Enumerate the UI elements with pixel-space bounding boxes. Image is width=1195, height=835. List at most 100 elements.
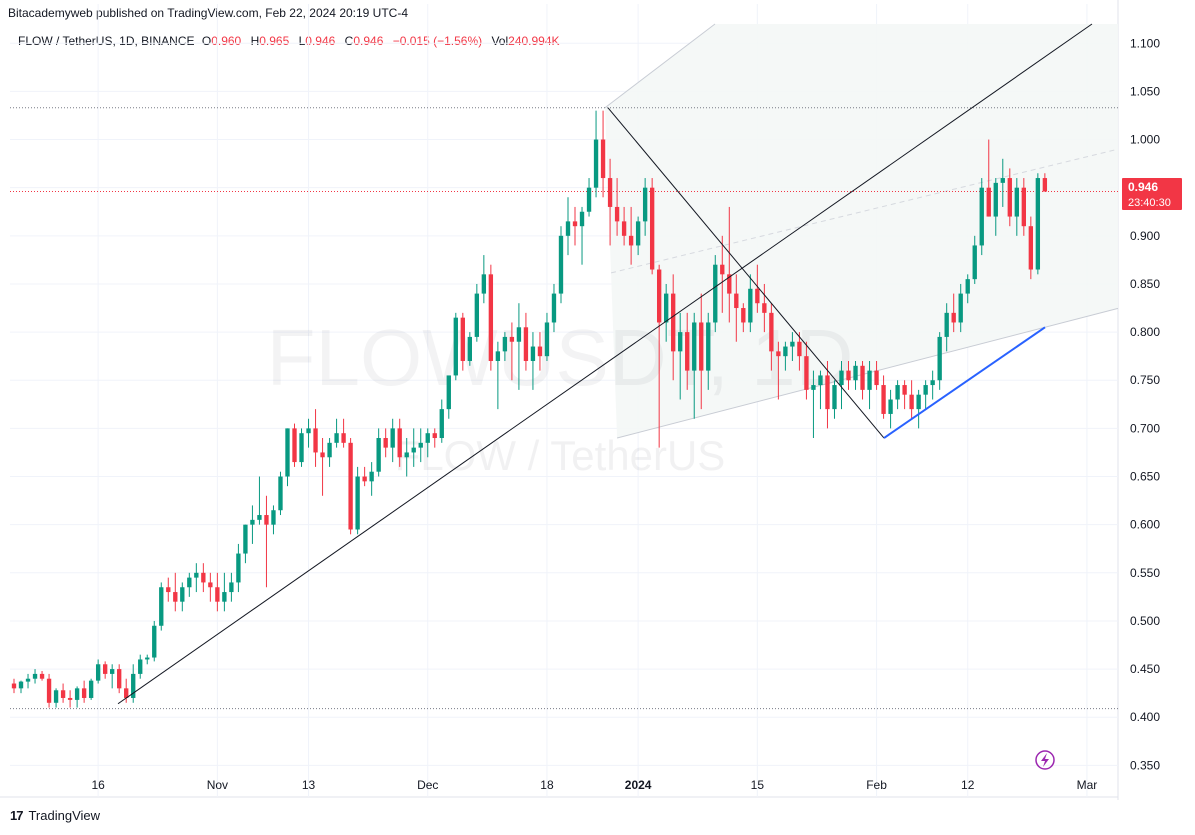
candle-body [1021, 187, 1026, 227]
candles [11, 110, 1048, 708]
candle-body [783, 346, 788, 357]
candle-body [797, 341, 802, 357]
candle-body [720, 264, 725, 275]
candle-body [488, 274, 494, 361]
candle-body [804, 356, 809, 390]
candle-body [558, 235, 564, 294]
candle-body [348, 442, 353, 530]
candle-body [607, 178, 613, 207]
candle-body [32, 673, 38, 679]
close-value: 0.946 [353, 34, 384, 48]
candle-body [145, 657, 150, 660]
candle-body [39, 673, 45, 679]
candle-body [124, 688, 129, 698]
descending-trendline [607, 107, 885, 439]
high-value: 0.965 [259, 34, 290, 48]
candle-body [839, 370, 844, 386]
candle-body [243, 524, 248, 554]
candle-body [95, 664, 101, 681]
candle-body [201, 572, 206, 583]
price-axis: 0.350 0.400 0.450 0.500 0.550 0.600 0.650 0.700… [1130, 36, 1160, 772]
candle-body [986, 187, 991, 217]
candle-body [678, 332, 683, 352]
drawn-trendlines [117, 23, 1093, 705]
candle-body [502, 336, 508, 352]
candle-body [257, 515, 262, 520]
candle-body [397, 428, 402, 458]
candle-body [706, 322, 711, 371]
channel-fill [605, 24, 1118, 439]
candle-body [965, 279, 970, 294]
candle-body [229, 582, 234, 593]
candle-body [292, 428, 297, 463]
candle-body [565, 221, 571, 236]
publisher-line: Bitacademyweb published on TradingView.c… [8, 6, 409, 20]
candle-body [586, 187, 592, 212]
candle-body [930, 380, 935, 386]
candle-body [853, 365, 858, 381]
candle-body [390, 428, 395, 448]
candle-body [236, 553, 241, 583]
price-tick-label: 0.900 [1130, 229, 1160, 243]
candle-body [656, 269, 662, 323]
candle-body [446, 375, 451, 410]
candle-body [818, 375, 823, 386]
candle-body [1014, 187, 1019, 217]
candle-body [699, 322, 704, 371]
candle-body [776, 351, 781, 357]
price-tick-label: 1.050 [1130, 84, 1160, 98]
brand-name: TradingView [28, 808, 101, 823]
candle-body [173, 592, 178, 602]
candle-body [152, 625, 157, 658]
candle-body [909, 394, 914, 410]
candle-body [523, 327, 529, 361]
candle-body [46, 678, 52, 703]
candle-body [180, 587, 185, 602]
candle-body [102, 664, 108, 674]
price-tick-label: 0.750 [1130, 373, 1160, 387]
candle-body [811, 385, 816, 390]
price-tick-label: 0.700 [1130, 421, 1160, 435]
candle-body [972, 245, 977, 280]
candle-body [600, 139, 606, 179]
low-value: 0.946 [305, 34, 336, 48]
footer-brand[interactable]: 17 TradingView [10, 808, 100, 823]
candle-body [544, 322, 550, 357]
candle-body [635, 221, 641, 246]
candle-body [642, 187, 648, 222]
time-tick-label: 18 [540, 778, 554, 792]
candle-body [159, 587, 164, 626]
low-label: L [298, 34, 306, 48]
candle-body [306, 428, 311, 434]
lightning-icon[interactable] [1035, 750, 1055, 770]
last-price-badge: 0.946 23:40:30 [1122, 178, 1182, 210]
candle-body [453, 317, 458, 376]
price-chart[interactable]: FLOWUSDT, 1D FLOW / TetherUS 0.3500.4000… [0, 0, 1195, 800]
candle-body [439, 409, 444, 439]
candle-body [614, 206, 620, 222]
candle-body [278, 476, 283, 511]
watermark-symbol: FLOWUSDT, 1D [267, 313, 854, 402]
price-tick-label: 0.450 [1130, 662, 1160, 676]
time-tick-label: Nov [207, 778, 228, 792]
candle-body [215, 587, 220, 602]
high-label: H [250, 34, 260, 48]
candle-body [727, 274, 732, 294]
price-tick-label: 0.350 [1130, 758, 1160, 772]
candle-body [18, 681, 24, 689]
candle-body [572, 221, 578, 227]
candle-body [748, 288, 753, 323]
time-tick-label: Dec [417, 778, 438, 792]
tradingview-logo-icon: 17 [10, 808, 24, 823]
candle-body [846, 370, 851, 381]
symbol-name[interactable]: FLOW / TetherUS, 1D, BINANCE [18, 34, 195, 48]
candle-body [895, 385, 900, 400]
candle-body [404, 452, 409, 458]
candle-body [593, 139, 599, 188]
candle-body [362, 476, 367, 482]
candle-body [923, 385, 928, 395]
candle-body [341, 433, 346, 443]
candle-body [713, 264, 718, 323]
candle-body [320, 452, 325, 458]
open-label: O [201, 34, 212, 48]
